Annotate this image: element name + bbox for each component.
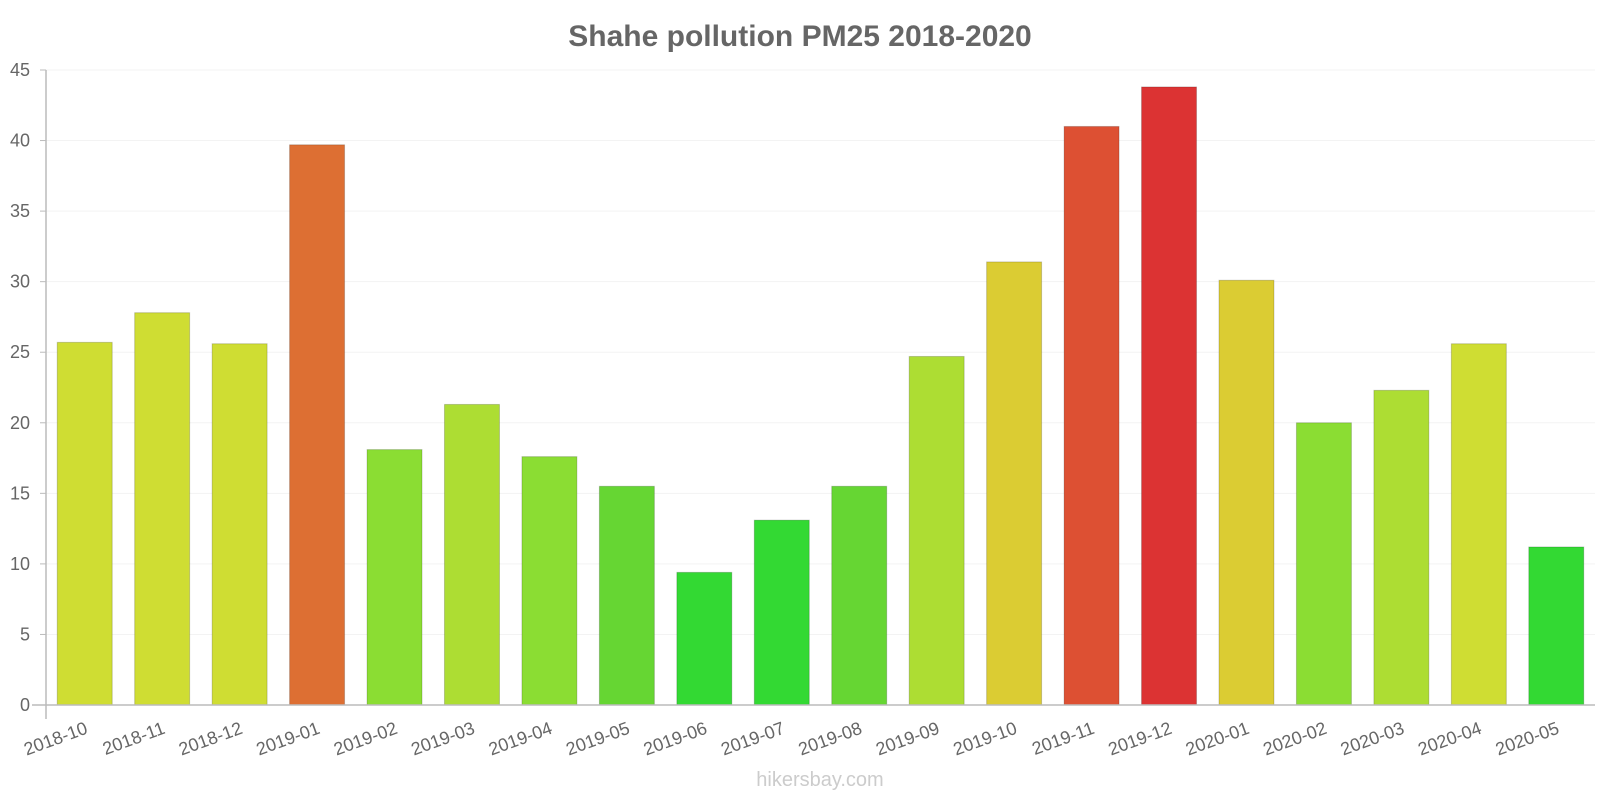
- y-tick-label: 35: [10, 201, 30, 221]
- y-tick-label: 30: [10, 272, 30, 292]
- bar-2019-11: [1063, 125, 1120, 706]
- x-tick-label: 2020-04: [1415, 718, 1484, 759]
- x-tick-label: 2020-01: [1183, 718, 1252, 759]
- axes: [32, 69, 1595, 719]
- y-tick-label: 5: [20, 624, 30, 644]
- x-tick-label: 2018-10: [21, 718, 90, 759]
- bar-2019-07: [753, 519, 810, 706]
- y-tick-label: 40: [10, 131, 30, 151]
- x-tick-label: 2019-08: [796, 718, 865, 759]
- bar-2018-11: [134, 312, 191, 706]
- bar-2020-05: [1528, 546, 1585, 706]
- y-tick-label: 45: [10, 60, 30, 80]
- bar-2019-02: [366, 449, 423, 706]
- bar-2020-03: [1373, 389, 1430, 706]
- bar-2019-10: [986, 261, 1043, 706]
- x-tick-label: 2019-06: [641, 718, 710, 759]
- bar-2019-01: [289, 144, 346, 706]
- bar-2019-03: [443, 403, 500, 706]
- y-tick-label: 10: [10, 554, 30, 574]
- x-tick-label: 2019-09: [873, 718, 942, 759]
- x-tick-label: 2019-11: [1029, 718, 1097, 759]
- bar-2019-09: [908, 355, 965, 706]
- x-tick-label: 2018-12: [176, 718, 245, 759]
- y-tick-label: 20: [10, 413, 30, 433]
- x-tick-label: 2019-01: [254, 718, 323, 759]
- bars: [56, 86, 1585, 706]
- x-tick-label: 2019-05: [563, 718, 632, 759]
- chart-title: Shahe pollution PM25 2018-2020: [568, 20, 1032, 53]
- x-tick-label: 2020-02: [1260, 718, 1329, 759]
- x-tick-label: 2019-03: [408, 718, 477, 759]
- bar-2019-04: [521, 456, 578, 706]
- x-tick-label: 2019-02: [331, 718, 400, 759]
- x-tick-labels: 2018-10 2018-11 2018-12 2019-01 2019-02 2019-…: [21, 718, 1561, 759]
- y-tick-label: 15: [10, 483, 30, 503]
- bar-2019-05: [598, 485, 655, 706]
- bar-2020-01: [1218, 279, 1275, 706]
- x-tick-label: 2020-05: [1493, 718, 1562, 759]
- gridlines: [46, 69, 1595, 706]
- bar-2018-12: [211, 343, 268, 706]
- bar-2020-02: [1295, 422, 1352, 706]
- bar-2019-06: [676, 571, 733, 706]
- watermark: hikersbay.com: [756, 769, 883, 791]
- x-tick-label: 2019-10: [951, 718, 1020, 759]
- bar-2018-10: [56, 341, 113, 706]
- x-tick-label: 2019-07: [718, 718, 787, 759]
- bar-2019-12: [1141, 86, 1198, 706]
- bar-2020-04: [1450, 343, 1507, 706]
- bar-2019-08: [831, 485, 888, 706]
- x-tick-label: 2019-12: [1105, 718, 1174, 759]
- x-tick-label: 2018-11: [100, 718, 168, 759]
- y-tick-label: 0: [20, 695, 30, 715]
- x-tick-label: 2019-04: [486, 718, 555, 759]
- y-tick-label: 25: [10, 342, 30, 362]
- y-tick-labels: 0 5 10 15 20 25 30 35 40 45: [10, 60, 30, 715]
- x-tick-label: 2020-03: [1338, 718, 1407, 759]
